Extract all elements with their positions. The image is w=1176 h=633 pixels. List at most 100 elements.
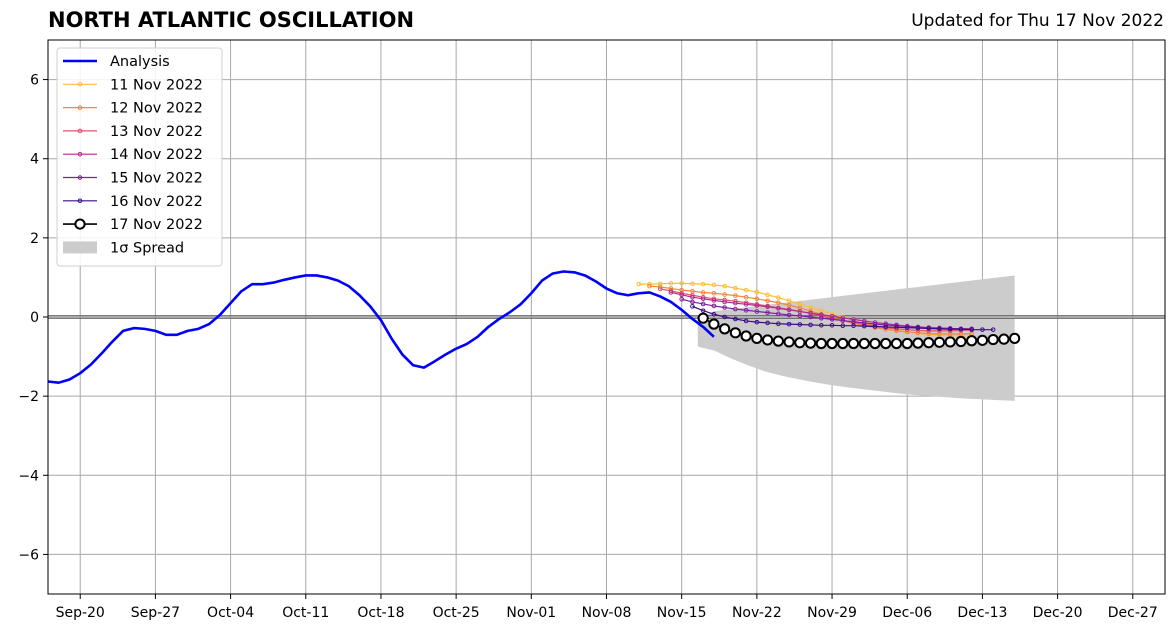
legend-entry: 13 Nov 2022 bbox=[63, 124, 203, 140]
forecast-point bbox=[840, 315, 846, 321]
forecast-series bbox=[690, 304, 996, 332]
forecast-point bbox=[819, 315, 824, 321]
forecast-point bbox=[829, 317, 835, 322]
x-tick-label: Nov-01 bbox=[506, 605, 556, 621]
forecast-point bbox=[901, 337, 913, 350]
forecast-point bbox=[987, 333, 999, 346]
forecast-line bbox=[681, 298, 972, 330]
forecast-point bbox=[697, 312, 709, 324]
forecast-point bbox=[657, 284, 663, 290]
forecast-point bbox=[829, 323, 835, 328]
forecast-point bbox=[733, 306, 738, 312]
forecast-point bbox=[722, 305, 727, 310]
legend-marker bbox=[77, 151, 83, 157]
forecast-point bbox=[708, 318, 720, 330]
zero-line-layer bbox=[48, 315, 1165, 319]
forecast-point bbox=[786, 298, 792, 304]
legend-label: 13 Nov 2022 bbox=[110, 124, 203, 140]
legend-marker bbox=[77, 128, 83, 134]
forecast-point bbox=[754, 289, 760, 295]
forecast-point bbox=[776, 300, 781, 306]
legend-label: Analysis bbox=[110, 54, 170, 70]
forecast-point bbox=[711, 282, 717, 288]
forecast-point bbox=[872, 324, 878, 329]
forecast-point bbox=[733, 316, 738, 322]
forecast-point bbox=[722, 314, 727, 320]
forecast-point bbox=[743, 294, 749, 300]
forecast-point bbox=[786, 321, 792, 327]
forecast-series bbox=[697, 312, 1021, 350]
forecast-point bbox=[819, 323, 824, 328]
forecast-point bbox=[980, 327, 985, 332]
forecast-point bbox=[722, 283, 727, 289]
forecast-point bbox=[880, 337, 892, 350]
forecast-point bbox=[733, 293, 738, 298]
forecast-point bbox=[647, 283, 652, 289]
legend-label: 14 Nov 2022 bbox=[110, 147, 203, 163]
forecast-point bbox=[786, 302, 792, 308]
forecast-point bbox=[700, 281, 706, 287]
forecast-point bbox=[754, 319, 760, 325]
forecast-point bbox=[647, 281, 652, 287]
forecast-point bbox=[772, 335, 784, 347]
forecast-point bbox=[711, 298, 717, 303]
legend-entry: Analysis bbox=[63, 54, 170, 70]
grid bbox=[48, 40, 1165, 594]
forecast-point bbox=[944, 336, 956, 348]
series-layer bbox=[47, 270, 1021, 384]
forecast-point bbox=[733, 285, 738, 291]
forecast-point bbox=[858, 337, 870, 350]
forecast-point bbox=[690, 299, 695, 305]
forecast-point bbox=[933, 336, 946, 348]
y-tick-label: −4 bbox=[18, 468, 39, 484]
forecast-point bbox=[754, 303, 760, 308]
x-tick-label: Dec-13 bbox=[957, 605, 1007, 621]
forecast-point bbox=[915, 325, 921, 331]
legend-entry: 11 Nov 2022 bbox=[63, 77, 203, 93]
forecast-point bbox=[883, 324, 889, 330]
y-tick-label: −2 bbox=[18, 389, 39, 405]
forecast-point bbox=[912, 337, 924, 349]
legend-swatch bbox=[63, 241, 97, 254]
forecast-point bbox=[743, 307, 749, 313]
forecast-point bbox=[743, 318, 749, 324]
forecast-point bbox=[976, 334, 989, 346]
x-tick-label: Nov-15 bbox=[657, 605, 707, 621]
x-tick-label: Oct-11 bbox=[282, 605, 329, 621]
legend-marker bbox=[77, 105, 83, 110]
y-tick-label: 0 bbox=[30, 310, 39, 326]
forecast-point bbox=[969, 327, 974, 332]
legend-marker bbox=[74, 218, 86, 230]
forecast-point bbox=[679, 281, 684, 286]
legend-marker bbox=[77, 82, 83, 87]
x-tick-label: Sep-27 bbox=[131, 605, 180, 621]
x-tick-label: Sep-20 bbox=[56, 605, 105, 621]
legend-entry: 14 Nov 2022 bbox=[63, 147, 203, 163]
forecast-point bbox=[923, 337, 935, 349]
y-axis: −6 −4 −2 0 2 4 6 bbox=[18, 73, 48, 563]
legend-entry: 17 Nov 2022 bbox=[63, 217, 203, 233]
x-tick-label: Oct-25 bbox=[433, 605, 480, 621]
forecast-point bbox=[740, 330, 752, 342]
forecast-point bbox=[679, 296, 684, 302]
x-tick-label: Dec-20 bbox=[1033, 605, 1083, 621]
forecast-point bbox=[776, 311, 781, 317]
y-tick-label: 4 bbox=[30, 152, 39, 168]
forecast-point bbox=[700, 296, 706, 302]
forecast-point bbox=[904, 325, 910, 330]
legend-label: 12 Nov 2022 bbox=[110, 101, 203, 117]
forecast-point bbox=[743, 302, 749, 307]
forecast-point bbox=[765, 310, 770, 315]
forecast-line bbox=[692, 305, 994, 331]
forecast-point bbox=[711, 303, 717, 309]
legend-marker bbox=[77, 175, 83, 180]
forecast-point bbox=[700, 308, 706, 313]
forecast-point bbox=[837, 337, 849, 350]
forecast-point bbox=[700, 301, 706, 307]
forecast-point bbox=[808, 322, 813, 328]
forecast-point bbox=[797, 322, 803, 327]
forecast-point bbox=[890, 337, 903, 350]
forecast-point bbox=[926, 331, 932, 336]
forecast-point bbox=[869, 337, 881, 350]
